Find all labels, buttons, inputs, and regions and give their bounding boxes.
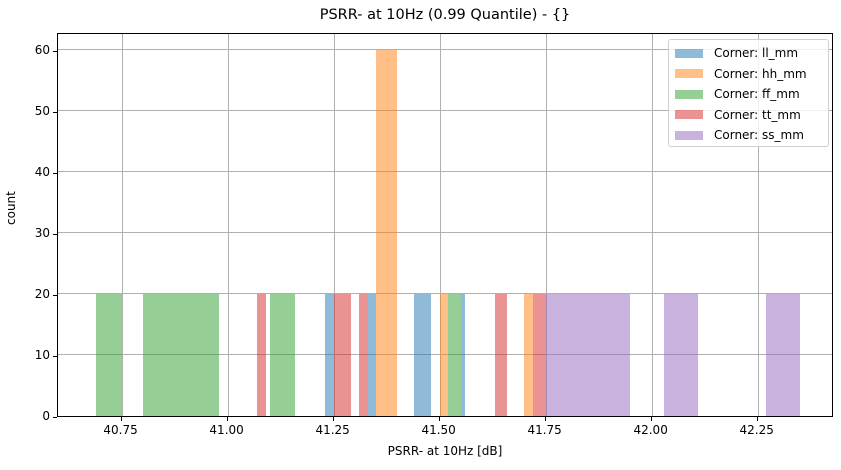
histogram-bar [448,294,461,416]
y-tick [53,112,57,114]
legend-label: Corner: ll_mm [714,46,799,61]
histogram-bar [96,294,122,416]
x-gridline [333,34,335,416]
x-tick-label: 41.00 [209,423,244,437]
x-axis-label: PSRR- at 10Hz [dB] [387,444,503,458]
y-tick [53,51,57,53]
histogram-bar [532,294,546,416]
histogram-bar [664,294,699,416]
histogram-bar [494,294,508,416]
x-tick [438,417,440,421]
y-tick [53,173,57,175]
histogram-bar [257,294,266,416]
histogram-bar [325,294,334,416]
histogram-bar [367,294,377,416]
legend-swatch-icon [675,48,703,58]
legend-item: Corner: ff_mm [675,84,828,105]
x-gridline [651,34,653,416]
y-tick-label: 30 [34,226,50,241]
legend-swatch-icon [675,89,703,99]
legend-swatch-icon [675,130,703,140]
legend: Corner: ll_mm Corner: hh_mm Corner: ff_mm C… [668,39,829,147]
x-tick [650,417,652,421]
y-tick-label: 20 [34,287,50,302]
y-tick-label: 60 [34,43,50,58]
histogram-bar [545,294,631,416]
x-tick [120,417,122,421]
histogram-bar [414,294,432,416]
legend-label: Corner: hh_mm [714,66,807,81]
legend-item: Corner: tt_mm [675,105,828,126]
x-gridline [545,34,547,416]
legend-item: Corner: hh_mm [675,64,828,85]
x-gridline [439,34,441,416]
histogram-bar [333,294,351,416]
y-gridline [58,171,832,173]
histogram-bar [460,294,466,416]
x-tick [756,417,758,421]
legend-item: Corner: ss_mm [675,125,828,146]
y-gridline [58,49,832,51]
y-gridline [58,232,832,234]
legend-item: Corner: ll_mm [675,43,828,64]
y-tick [53,234,57,236]
histogram-bar [270,294,296,416]
y-tick [53,356,57,358]
y-tick [53,417,57,418]
legend-swatch-icon [675,69,703,79]
histogram-bar [439,294,449,416]
x-tick [226,417,228,421]
histogram-bar [766,294,801,416]
x-tick-label: 42.25 [739,423,774,437]
legend-label: Corner: ff_mm [714,87,800,102]
histogram-bar [142,294,220,416]
x-tick-label: 41.75 [527,423,562,437]
y-tick [53,295,57,297]
y-tick-label: 10 [34,348,50,363]
legend-label: Corner: tt_mm [714,107,801,122]
x-tick-label: 42.00 [633,423,668,437]
y-gridline [58,110,832,112]
x-tick [544,417,546,421]
histogram-bar [524,294,533,416]
y-tick-label: 50 [34,104,50,119]
legend-label: Corner: ss_mm [714,128,804,143]
y-tick-label: 0 [42,409,50,423]
plot-area [57,33,833,417]
x-tick-label: 41.25 [315,423,350,437]
x-tick-label: 40.75 [103,423,138,437]
legend-swatch-icon [675,110,703,120]
x-gridline [757,34,759,416]
chart-title: PSRR- at 10Hz (0.99 Quantile) - {} [319,7,571,23]
y-gridline [58,293,832,295]
histogram-bar [359,294,368,416]
histogram-bar [376,50,398,416]
x-tick-label: 41.50 [421,423,456,437]
x-gridline [121,34,123,416]
y-axis-label: count [4,191,18,225]
x-tick [332,417,334,421]
y-tick-label: 40 [34,165,50,180]
x-gridline [227,34,229,416]
